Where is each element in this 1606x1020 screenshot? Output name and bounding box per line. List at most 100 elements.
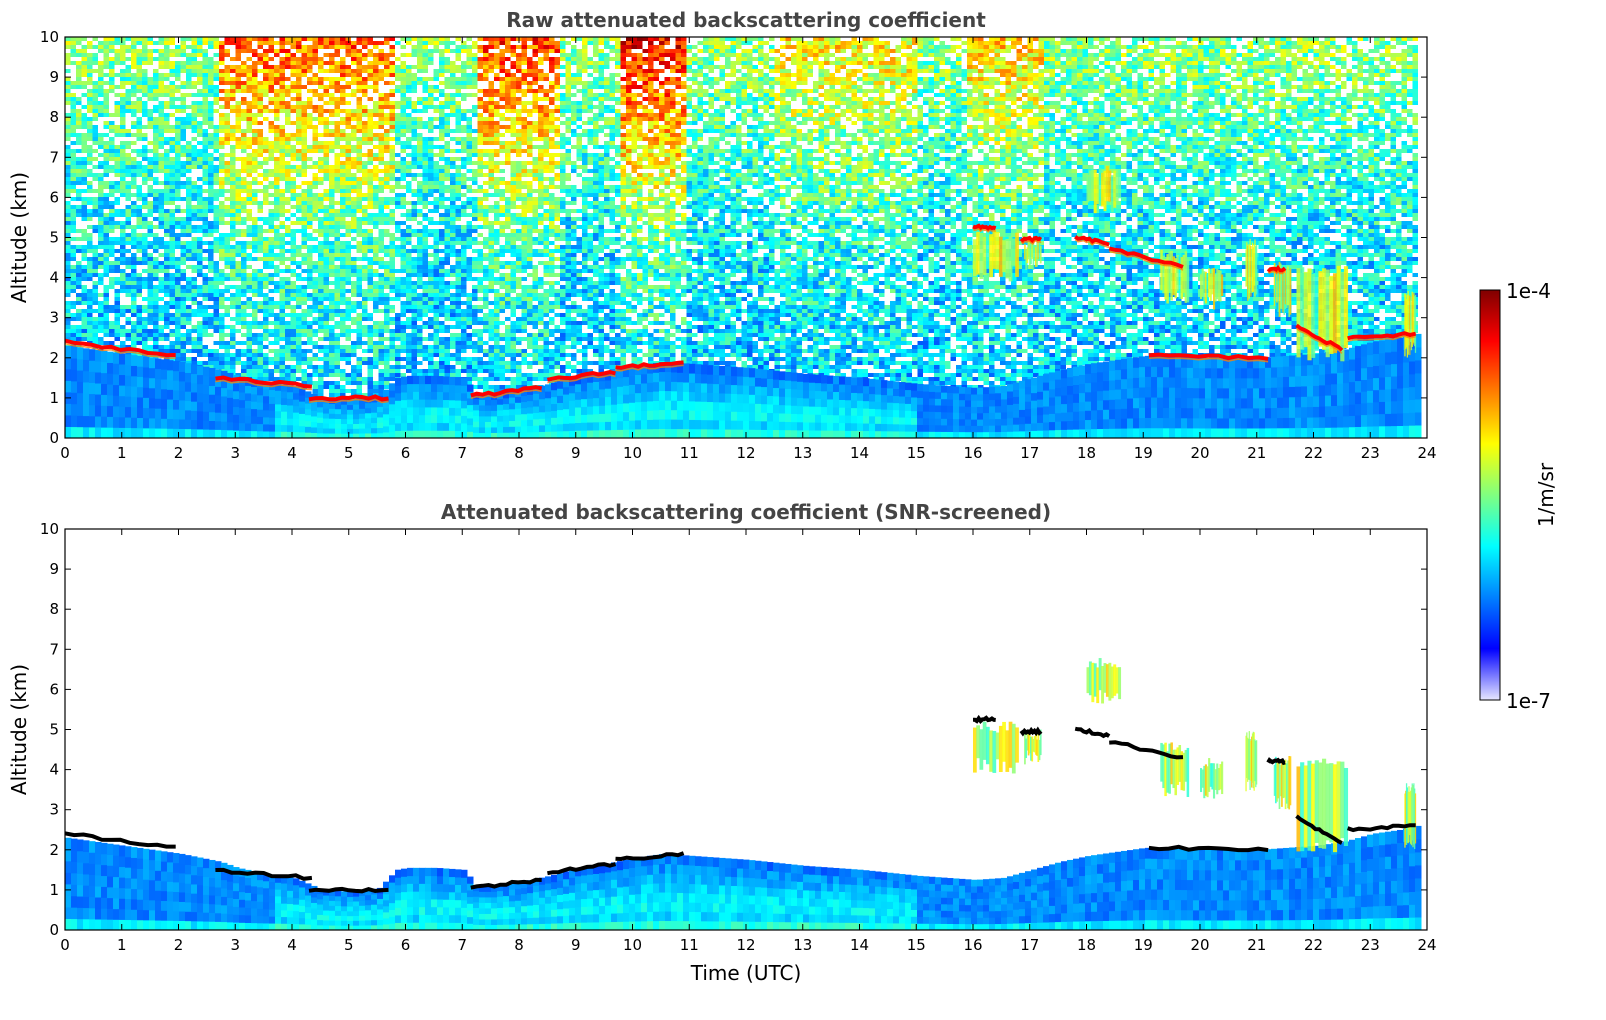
noise-cell: [257, 325, 263, 329]
noise-cell: [455, 173, 461, 177]
noise-cell: [98, 197, 104, 201]
noise-cell: [411, 133, 417, 137]
noise-cell: [125, 57, 131, 61]
noise-cell: [439, 137, 445, 141]
noise-cell: [65, 221, 71, 225]
noise-cell: [290, 253, 296, 257]
noise-cell: [395, 41, 401, 45]
noise-cell: [81, 309, 87, 313]
noise-cell: [235, 141, 241, 145]
noise-cell: [180, 297, 186, 301]
noise-cell: [153, 273, 159, 277]
noise-cell: [158, 105, 164, 109]
noise-cell: [334, 269, 340, 273]
noise-cell: [208, 233, 214, 237]
noise-cell: [76, 345, 82, 349]
noise-cell: [279, 157, 285, 161]
noise-cell: [109, 213, 115, 217]
noise-cell: [263, 257, 269, 261]
noise-cell: [312, 173, 318, 177]
noise-cell: [351, 145, 357, 149]
noise-cell: [439, 273, 445, 277]
noise-cell: [450, 221, 456, 225]
noise-cell: [153, 225, 159, 229]
noise-cell: [246, 193, 252, 197]
noise-cell: [367, 221, 373, 225]
noise-cell: [241, 169, 247, 173]
noise-cell: [406, 261, 412, 265]
noise-cell: [340, 117, 346, 121]
noise-cell: [180, 85, 186, 89]
noise-cell: [417, 145, 423, 149]
noise-cell: [290, 137, 296, 141]
noise-cell: [351, 185, 357, 189]
noise-cell: [312, 177, 318, 181]
noise-cell: [422, 229, 428, 233]
noise-cell: [334, 181, 340, 185]
noise-cell: [329, 329, 335, 333]
noise-cell: [290, 257, 296, 261]
noise-cell: [356, 193, 362, 197]
noise-cell: [103, 285, 109, 289]
noise-cell: [373, 261, 379, 265]
noise-cell: [367, 117, 373, 121]
noise-cell: [65, 249, 71, 253]
noise-cell: [65, 213, 71, 217]
noise-cell: [164, 333, 170, 337]
noise-cell: [76, 113, 82, 117]
noise-cell: [153, 201, 159, 205]
noise-cell: [356, 377, 362, 381]
noise-cell: [136, 81, 142, 85]
noise-cell: [252, 189, 258, 193]
noise-cell: [208, 181, 214, 185]
noise-cell: [301, 357, 307, 361]
noise-cell: [164, 277, 170, 281]
noise-cell: [268, 257, 274, 261]
noise-cell: [114, 49, 120, 53]
noise-cell: [378, 241, 384, 245]
noise-cell: [285, 53, 291, 57]
noise-cell: [136, 341, 142, 345]
noise-cell: [428, 181, 434, 185]
noise-cell: [142, 57, 148, 61]
noise-cell: [384, 57, 390, 61]
noise-cell: [472, 73, 478, 77]
noise-cell: [186, 177, 192, 181]
noise-cell: [389, 145, 395, 149]
noise-cell: [439, 133, 445, 137]
noise-cell: [318, 313, 324, 317]
noise-cell: [428, 101, 434, 105]
noise-cell: [158, 225, 164, 229]
noise-cell: [323, 117, 329, 121]
noise-cell: [114, 73, 120, 77]
noise-cell: [158, 245, 164, 249]
noise-cell: [406, 117, 412, 121]
noise-cell: [301, 157, 307, 161]
noise-cell: [378, 149, 384, 153]
noise-cell: [186, 181, 192, 185]
noise-cell: [131, 45, 137, 49]
noise-cell: [125, 265, 131, 269]
noise-cell: [202, 77, 208, 81]
noise-cell: [373, 65, 379, 69]
noise-cell: [323, 353, 329, 357]
noise-cell: [109, 61, 115, 65]
noise-cell: [340, 37, 346, 41]
noise-cell: [169, 93, 175, 97]
noise-cell: [439, 293, 445, 297]
noise-cell: [334, 89, 340, 93]
noise-cell: [65, 153, 71, 157]
noise-cell: [164, 101, 170, 105]
noise-cell: [202, 277, 208, 281]
noise-cell: [114, 317, 120, 321]
noise-cell: [378, 77, 384, 81]
noise-cell: [125, 217, 131, 221]
noise-cell: [197, 269, 203, 273]
noise-cell: [263, 365, 269, 369]
noise-cell: [219, 77, 225, 81]
noise-cell: [70, 301, 76, 305]
noise-cell: [411, 337, 417, 341]
noise-cell: [433, 265, 439, 269]
noise-cell: [109, 193, 115, 197]
